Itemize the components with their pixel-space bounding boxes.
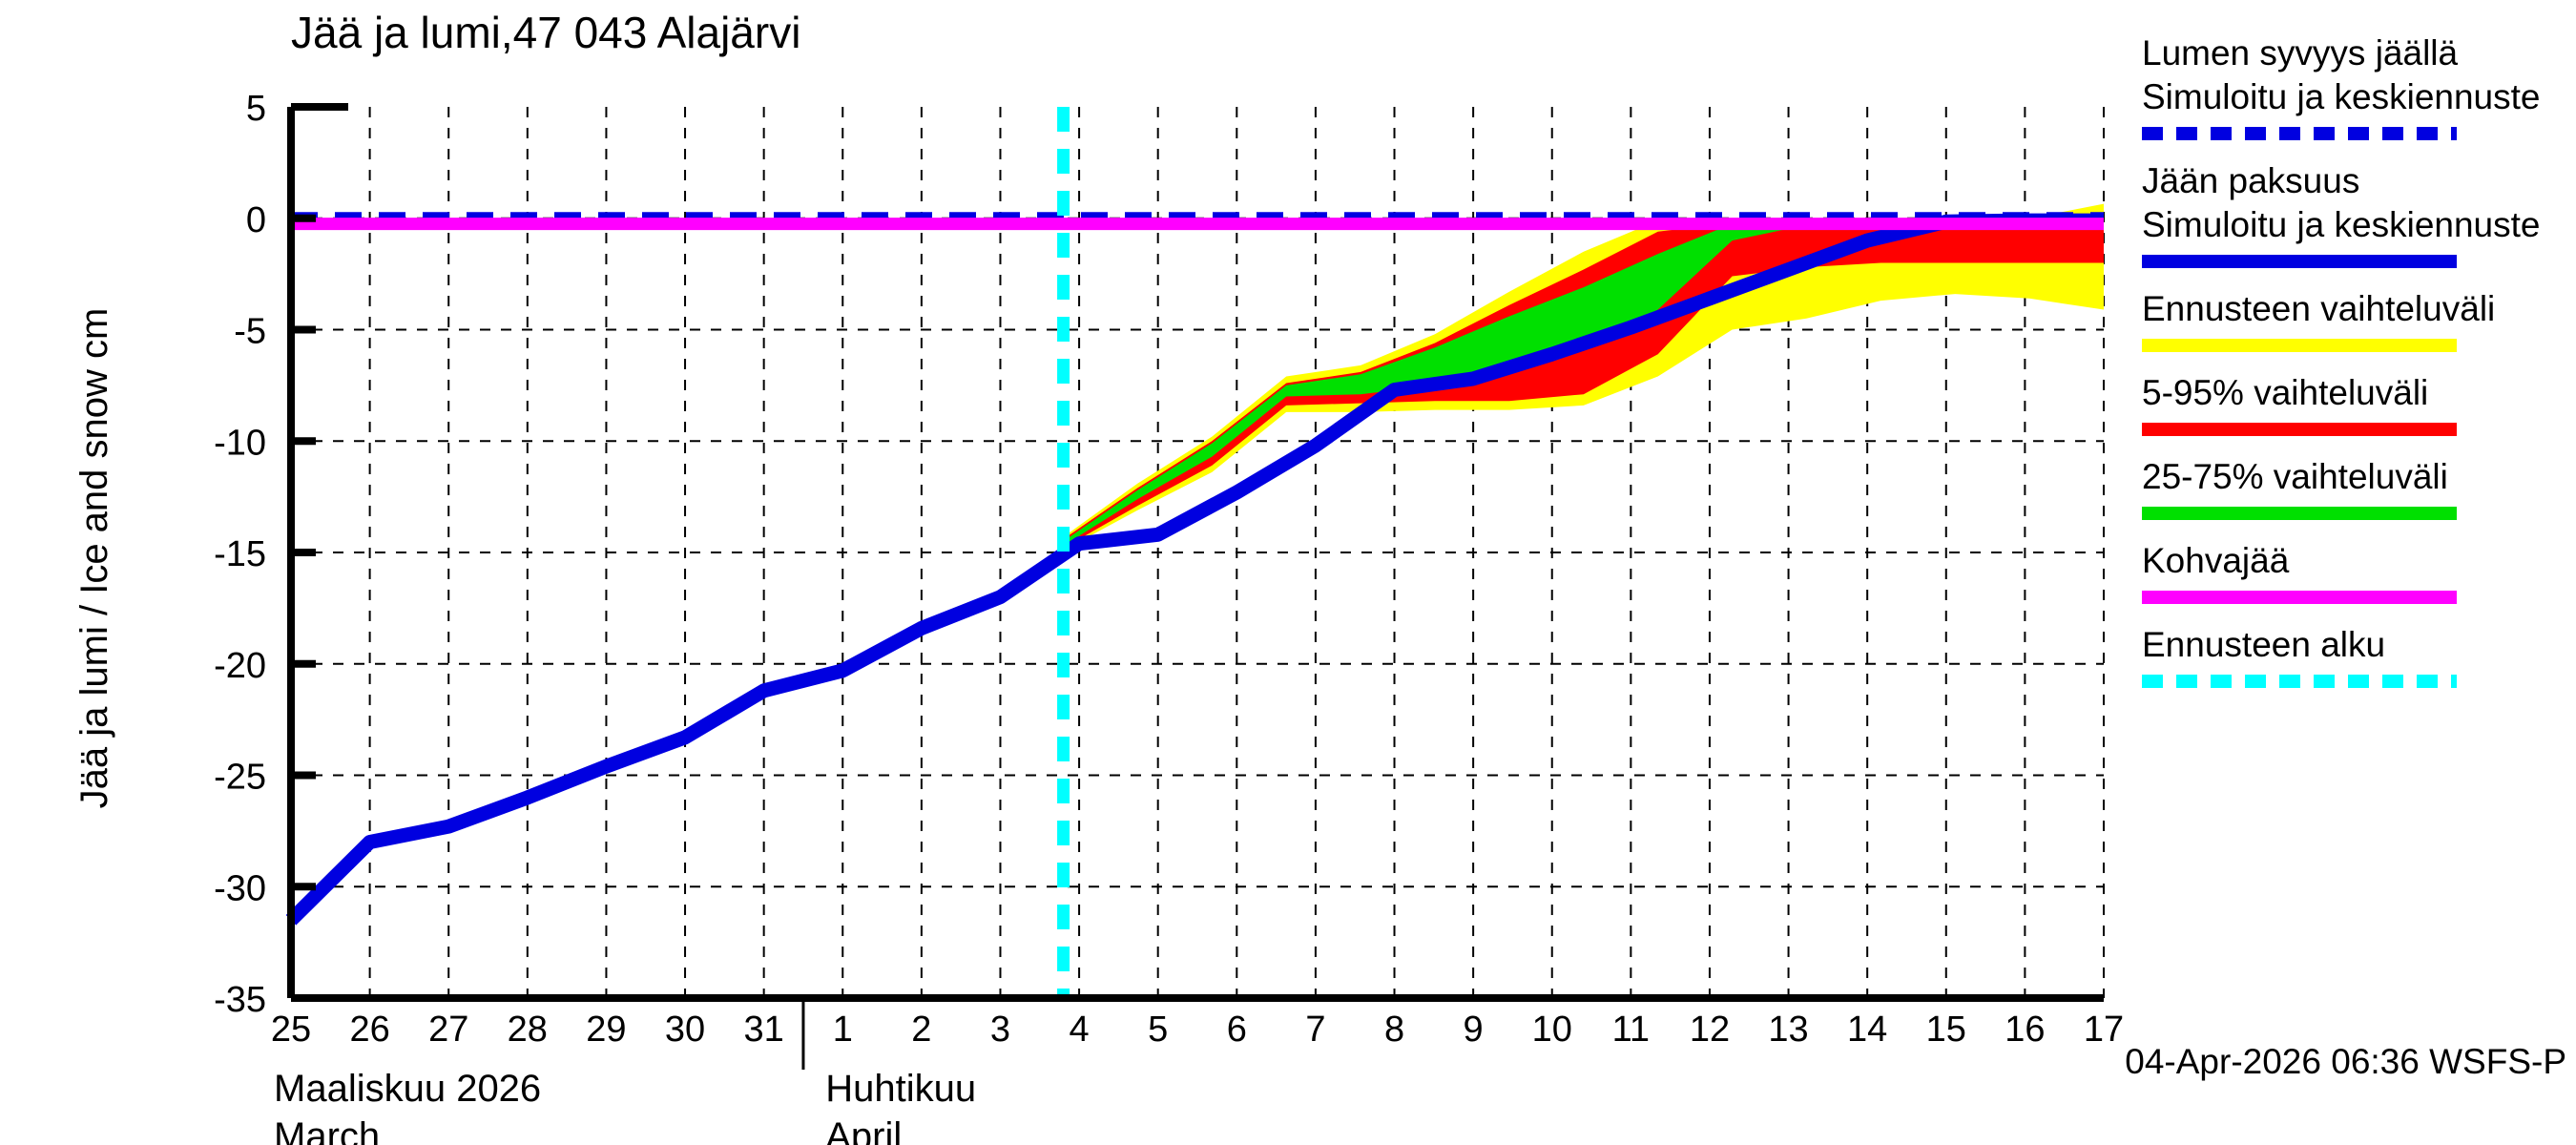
legend-label: Ennusteen alku bbox=[2142, 625, 2385, 664]
legend-label: 25-75% vaihteluväli bbox=[2142, 457, 2448, 496]
month-label-en: April bbox=[825, 1115, 902, 1145]
x-tick-label: 6 bbox=[1227, 1010, 1247, 1050]
y-tick-label: -35 bbox=[214, 980, 266, 1020]
x-tick-label: 2 bbox=[911, 1010, 931, 1050]
month-label-fi: Huhtikuu bbox=[825, 1068, 976, 1110]
y-tick-label: 0 bbox=[246, 200, 266, 240]
y-tick-label: -20 bbox=[214, 646, 266, 686]
x-tick-label: 4 bbox=[1070, 1010, 1090, 1050]
legend-heading: Lumen syvyys jäällä bbox=[2142, 33, 2459, 73]
y-tick-label: -5 bbox=[234, 312, 266, 352]
chart-title: Jää ja lumi,47 043 Alajärvi bbox=[291, 8, 800, 57]
legend-label: Simuloitu ja keskiennuste bbox=[2142, 77, 2541, 116]
month-label-en: March bbox=[274, 1115, 380, 1145]
x-tick-label: 8 bbox=[1384, 1010, 1404, 1050]
x-tick-label: 28 bbox=[508, 1010, 548, 1050]
x-tick-label: 5 bbox=[1148, 1010, 1168, 1050]
x-tick-label: 9 bbox=[1464, 1010, 1484, 1050]
x-tick-label: 11 bbox=[1612, 1010, 1650, 1050]
x-tick-label: 30 bbox=[665, 1010, 705, 1050]
legend-label: 5-95% vaihteluväli bbox=[2142, 373, 2428, 412]
legend-heading: Jään paksuus bbox=[2142, 161, 2359, 200]
x-tick-label: 29 bbox=[586, 1010, 626, 1050]
legend-label: Ennusteen vaihteluväli bbox=[2142, 289, 2495, 328]
y-axis-title: Jää ja lumi / Ice and snow cm bbox=[73, 308, 115, 809]
x-tick-label: 15 bbox=[1926, 1010, 1966, 1050]
x-tick-label: 13 bbox=[1768, 1010, 1808, 1050]
y-tick-label: -15 bbox=[214, 534, 266, 574]
forecast-bands bbox=[1063, 203, 2104, 551]
legend-label: Kohvajää bbox=[2142, 541, 2290, 580]
legend-label: Simuloitu ja keskiennuste bbox=[2142, 205, 2541, 244]
x-tick-label: 14 bbox=[1847, 1010, 1887, 1050]
x-tick-label: 31 bbox=[744, 1010, 784, 1050]
footer-stamp: 04-Apr-2026 06:36 WSFS-P bbox=[2125, 1042, 2566, 1081]
x-tick-label: 1 bbox=[833, 1010, 853, 1050]
chart-legend: Lumen syvyys jäällä Simuloitu ja keskienn… bbox=[2142, 33, 2541, 688]
y-axis-tick-labels: 5 0 -5 -10 -15 -20 -25 -30 -35 bbox=[214, 89, 266, 1020]
x-tick-label: 10 bbox=[1532, 1010, 1572, 1050]
x-tick-label: 16 bbox=[2005, 1010, 2045, 1050]
band-00e000 bbox=[1063, 223, 2104, 546]
data-series bbox=[285, 212, 2104, 926]
x-tick-label: 25 bbox=[271, 1010, 311, 1050]
y-tick-label: -30 bbox=[214, 868, 266, 908]
x-tick-label: 17 bbox=[2084, 1010, 2124, 1050]
x-tick-label: 27 bbox=[428, 1010, 468, 1050]
band-ff0000 bbox=[1063, 222, 2104, 549]
axis-frame bbox=[287, 103, 2104, 1002]
y-tick-label: -25 bbox=[214, 758, 266, 798]
month-labels: Maaliskuu 2026 March Huhtikuu April bbox=[274, 998, 976, 1145]
y-tick-label: -10 bbox=[214, 423, 266, 463]
month-label-fi: Maaliskuu 2026 bbox=[274, 1068, 541, 1110]
x-tick-label: 12 bbox=[1690, 1010, 1730, 1050]
x-tick-label: 3 bbox=[990, 1010, 1010, 1050]
y-tick-label: 5 bbox=[246, 89, 266, 129]
ice-thickness-line bbox=[285, 213, 2104, 926]
x-axis-tick-labels: 25 26 27 28 29 30 31 1 2 3 4 5 6 7 8 9 10 11 12 13 14 15 16 17 bbox=[271, 1010, 2124, 1050]
x-tick-label: 26 bbox=[349, 1010, 389, 1050]
x-tick-label: 7 bbox=[1305, 1010, 1325, 1050]
reference-lines bbox=[291, 107, 2104, 998]
